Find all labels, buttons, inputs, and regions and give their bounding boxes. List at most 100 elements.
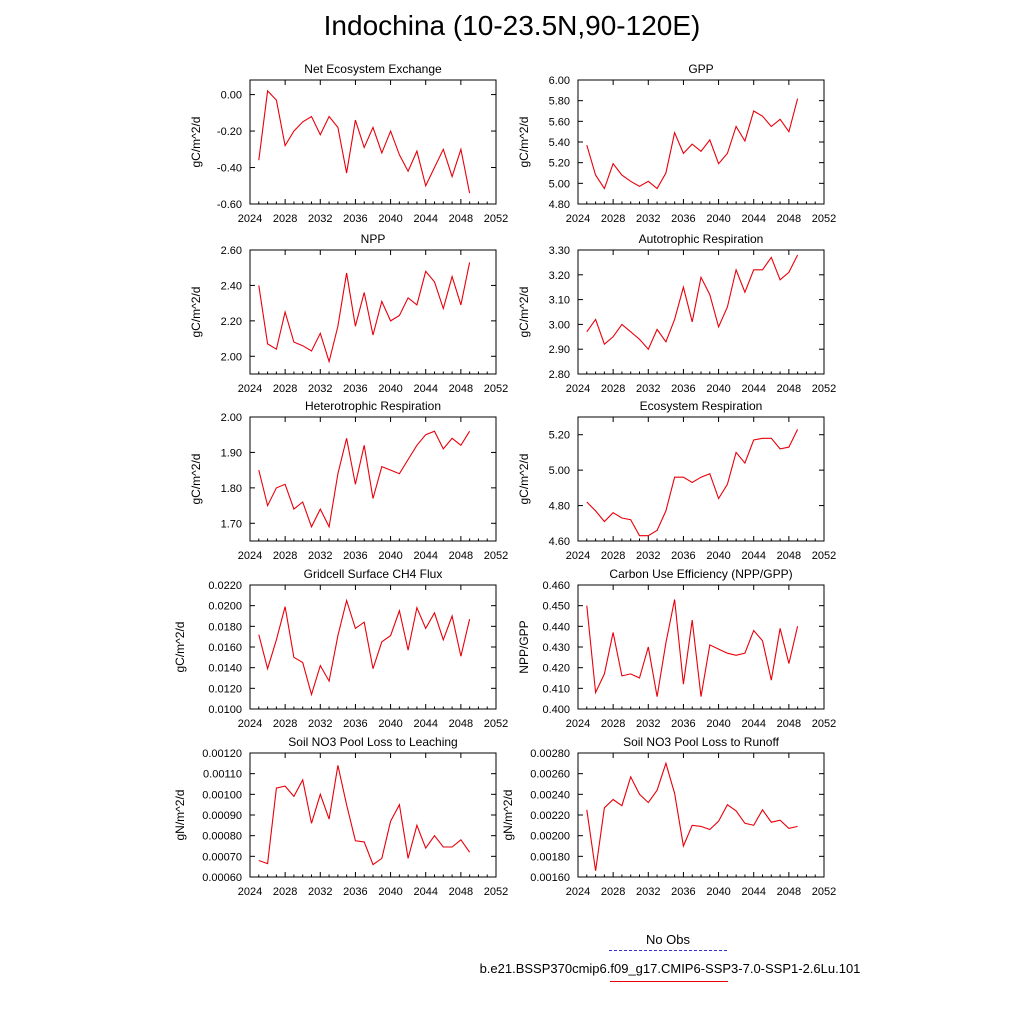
x-tick-label: 2048 <box>777 718 801 730</box>
y-tick-label: 2.60 <box>221 245 242 257</box>
y-tick-label: 2.00 <box>221 351 242 363</box>
x-tick-label: 2044 <box>413 550 437 562</box>
y-tick-label: -0.40 <box>217 163 242 175</box>
y-tick-label: -0.60 <box>217 199 242 211</box>
x-tick-label: 2036 <box>671 213 695 225</box>
series-line <box>258 262 471 364</box>
y-tick-label: 2.80 <box>549 369 570 381</box>
panel-6: Ecosystem Respiration 2024 2028 2032 2036 204… <box>517 399 836 562</box>
y-tick-label: 4.80 <box>549 501 570 513</box>
y-tick-label: 5.40 <box>549 137 570 149</box>
y-tick-label: 0.00100 <box>202 789 242 801</box>
panel-title: Soil NO3 Pool Loss to Runoff <box>623 735 780 749</box>
y-axis-label: gC/m^2/d <box>517 454 531 505</box>
series-line <box>258 430 471 529</box>
y-tick-label: 0.0160 <box>208 642 242 654</box>
series-line <box>258 598 471 697</box>
y-tick-label: 2.20 <box>221 316 242 328</box>
y-tick-label: 0.00060 <box>202 872 242 884</box>
y-tick-label: 0.400 <box>542 704 570 716</box>
y-tick-label: 0.00200 <box>530 831 570 843</box>
x-tick-label: 2036 <box>343 886 367 898</box>
x-tick-label: 2040 <box>378 550 402 562</box>
x-tick-label: 2032 <box>308 718 332 730</box>
x-tick-label: 2044 <box>413 718 437 730</box>
x-tick-label: 2028 <box>601 213 625 225</box>
x-tick-label: 2036 <box>343 718 367 730</box>
x-tick-label: 2052 <box>484 213 508 225</box>
x-tick-label: 2040 <box>378 383 402 395</box>
x-tick-label: 2052 <box>812 886 836 898</box>
y-tick-label: 0.0180 <box>208 621 242 633</box>
x-tick-label: 2024 <box>566 383 590 395</box>
x-tick-label: 2040 <box>706 550 730 562</box>
y-tick-label: 6.00 <box>549 75 570 87</box>
plot-frame <box>577 752 825 878</box>
legend-obs-label: No Obs <box>645 932 691 947</box>
x-tick-label: 2048 <box>449 718 473 730</box>
x-tick-label: 2032 <box>308 213 332 225</box>
y-tick-label: 0.00220 <box>530 810 570 822</box>
x-tick-label: 2024 <box>566 886 590 898</box>
y-tick-label: 1.70 <box>221 518 242 530</box>
x-tick-label: 2052 <box>484 550 508 562</box>
y-tick-label: 0.00280 <box>530 748 570 760</box>
x-tick-label: 2024 <box>566 718 590 730</box>
x-tick-label: 2036 <box>671 886 695 898</box>
panel-title: Soil NO3 Pool Loss to Leaching <box>288 735 457 749</box>
legend-model: b.e21.BSSP370cmip6.f09_g17.CMIP6-SSP3-7.… <box>440 961 900 982</box>
y-tick-label: 0.0140 <box>208 663 242 675</box>
y-tick-label: 0.00120 <box>202 748 242 760</box>
panel-title: GPP <box>688 62 713 76</box>
x-tick-label: 2032 <box>308 383 332 395</box>
x-tick-label: 2028 <box>601 383 625 395</box>
y-tick-label: 0.420 <box>542 663 570 675</box>
plot-frame <box>577 249 825 375</box>
panel-title: Carbon Use Efficiency (NPP/GPP) <box>609 567 792 581</box>
y-tick-label: 2.00 <box>221 412 242 424</box>
x-tick-label: 2044 <box>413 383 437 395</box>
panel-10: Soil NO3 Pool Loss to Runoff 2024 2028 2032… <box>501 735 836 898</box>
y-tick-label: 5.20 <box>549 430 570 442</box>
y-tick-label: 5.20 <box>549 158 570 170</box>
x-tick-label: 2028 <box>273 886 297 898</box>
y-axis-label: gC/m^2/d <box>517 287 531 338</box>
x-tick-label: 2052 <box>812 718 836 730</box>
x-tick-label: 2036 <box>671 383 695 395</box>
y-tick-label: 1.80 <box>221 483 242 495</box>
y-tick-label: 3.30 <box>549 245 570 257</box>
x-tick-label: 2044 <box>741 550 765 562</box>
plot-frame <box>577 79 825 205</box>
y-tick-label: 5.80 <box>549 96 570 108</box>
y-tick-label: 5.60 <box>549 116 570 128</box>
x-tick-label: 2032 <box>308 886 332 898</box>
y-axis-label: gN/m^2/d <box>501 790 515 841</box>
x-tick-label: 2044 <box>413 213 437 225</box>
x-tick-label: 2028 <box>601 718 625 730</box>
y-tick-label: 0.00080 <box>202 831 242 843</box>
panel-title: Heterotrophic Respiration <box>305 399 441 413</box>
series-line <box>586 98 799 190</box>
panel-5: Heterotrophic Respiration 2024 2028 2032 203… <box>189 399 508 562</box>
panel-7: Gridcell Surface CH4 Flux 2024 2028 2032 203… <box>173 567 508 730</box>
y-tick-label: 5.00 <box>549 178 570 190</box>
x-tick-label: 2048 <box>777 550 801 562</box>
x-tick-label: 2048 <box>449 213 473 225</box>
y-tick-label: 0.410 <box>542 683 570 695</box>
y-axis-label: gN/m^2/d <box>173 790 187 841</box>
series-line <box>586 254 799 351</box>
x-tick-label: 2036 <box>343 550 367 562</box>
panel-1: Net Ecosystem Exchange 2024 2028 2032 2036 20… <box>189 62 508 225</box>
x-tick-label: 2052 <box>484 886 508 898</box>
x-tick-label: 2040 <box>706 383 730 395</box>
x-tick-label: 2024 <box>238 550 262 562</box>
page-title: Indochina (10-23.5N,90-120E) <box>323 10 701 41</box>
x-tick-label: 2028 <box>601 886 625 898</box>
plot-frame <box>249 249 497 375</box>
y-tick-label: 0.00070 <box>202 851 242 863</box>
y-axis-label: gC/m^2/d <box>189 454 203 505</box>
x-tick-label: 2024 <box>238 718 262 730</box>
panel-4: Autotrophic Respiration 2024 2028 2032 2036 2… <box>517 232 836 395</box>
x-tick-label: 2044 <box>741 718 765 730</box>
